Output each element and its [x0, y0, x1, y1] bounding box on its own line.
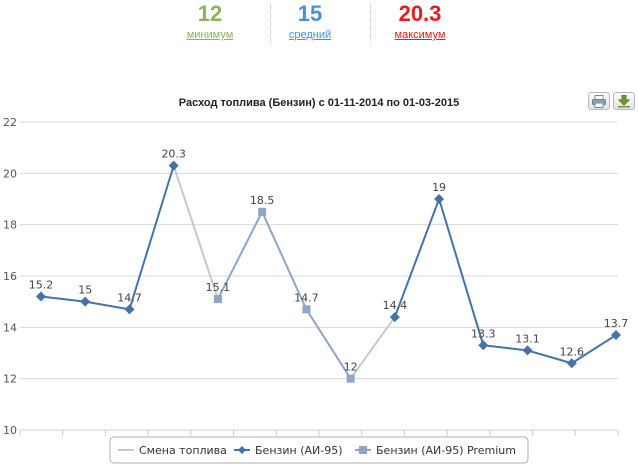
series-line-segment	[261, 210, 308, 311]
legend-box	[109, 436, 529, 464]
stat-minimum: 12 минимум	[160, 0, 260, 50]
series-line-segment	[570, 334, 617, 365]
data-label: 14.4	[383, 299, 408, 312]
fuel-chart: Расход топлива (Бензин) с 01-11-2014 по …	[0, 86, 638, 467]
stat-divider	[270, 4, 271, 44]
data-point-diamond[interactable]	[522, 345, 533, 356]
series-line-segment	[40, 295, 87, 303]
data-point-diamond[interactable]	[434, 194, 445, 204]
download-icon	[617, 95, 631, 108]
stat-maximum-link[interactable]: максимум	[394, 29, 446, 41]
data-point-square[interactable]	[346, 374, 355, 383]
legend-label: Смена топлива	[139, 444, 227, 457]
series-line-segment	[438, 198, 485, 347]
legend-marker-diamond	[238, 446, 246, 454]
y-tick-label: 18	[3, 219, 17, 232]
legend-marker-square	[359, 446, 367, 454]
series-line-segment	[216, 210, 264, 301]
series-line-segment	[305, 308, 352, 380]
series-line-segment	[84, 300, 131, 311]
y-tick-label: 22	[3, 116, 17, 129]
series-line-segment	[128, 164, 175, 311]
series-line-segment	[526, 349, 573, 365]
data-point-diamond[interactable]	[124, 304, 135, 315]
data-point-square[interactable]	[302, 305, 311, 314]
stat-divider	[370, 4, 371, 44]
export-button[interactable]	[613, 92, 635, 110]
data-label: 18.5	[250, 194, 275, 207]
data-point-diamond[interactable]	[478, 340, 489, 351]
y-tick-label: 20	[3, 167, 17, 180]
stats-panel: 12 минимум 15 средний 20.3 максимум	[160, 0, 500, 50]
data-label: 13.3	[471, 327, 496, 340]
data-point-diamond[interactable]	[36, 291, 46, 302]
data-point-square[interactable]	[258, 207, 267, 216]
data-label: 15.1	[206, 281, 231, 294]
printer-icon	[592, 95, 606, 108]
chart-svg: Расход топлива (Бензин) с 01-11-2014 по …	[3, 97, 629, 464]
print-button[interactable]	[588, 92, 610, 110]
data-label: 15	[78, 284, 92, 297]
chart-title: Расход топлива (Бензин) с 01-11-2014 по …	[179, 97, 459, 109]
stat-minimum-value: 12	[197, 1, 223, 26]
stat-minimum-link[interactable]: минимум	[186, 29, 234, 41]
data-label: 20.3	[161, 148, 186, 161]
stat-average-value: 15	[297, 1, 323, 26]
y-tick-label: 12	[3, 373, 17, 386]
data-label: 13.1	[515, 332, 540, 345]
stat-maximum: 20.3 максимум	[370, 0, 470, 50]
data-label: 12.6	[560, 345, 585, 358]
legend-label: Бензин (АИ-95)	[255, 444, 343, 457]
series-line-segment	[393, 198, 441, 319]
data-point-diamond[interactable]	[80, 296, 91, 307]
data-point-diamond[interactable]	[566, 358, 577, 369]
stat-average-link[interactable]: средний	[288, 29, 332, 41]
data-point-diamond[interactable]	[168, 160, 179, 171]
series-line-segment	[172, 164, 219, 301]
data-point-diamond[interactable]	[611, 330, 621, 341]
data-point-square[interactable]	[213, 295, 222, 304]
y-tick-label: 10	[3, 424, 17, 437]
legend-label: Бензин (АИ-95) Premium	[376, 444, 516, 457]
y-tick-label: 14	[3, 321, 17, 334]
data-label: 14.7	[117, 291, 142, 304]
stat-maximum-value: 20.3	[398, 1, 442, 26]
series-line-segment	[482, 344, 529, 352]
data-label: 15.2	[29, 279, 54, 292]
data-label: 14.7	[294, 291, 319, 304]
legend-item-ai95[interactable]: Бензин (АИ-95)	[234, 444, 343, 457]
legend-item-premium[interactable]: Бензин (АИ-95) Premium	[355, 444, 516, 457]
chart-legend: Смена топлива Бензин (АИ-95) Бензин (АИ-95…	[109, 436, 529, 464]
data-label: 13.7	[604, 317, 629, 330]
y-tick-label: 16	[3, 270, 17, 283]
legend-item-change[interactable]: Смена топлива	[118, 444, 227, 457]
data-label: 12	[344, 361, 358, 374]
data-point-diamond[interactable]	[389, 312, 400, 323]
data-label: 19	[432, 181, 446, 194]
series-line-segment	[349, 316, 396, 380]
stat-average: 15 средний	[260, 0, 360, 50]
